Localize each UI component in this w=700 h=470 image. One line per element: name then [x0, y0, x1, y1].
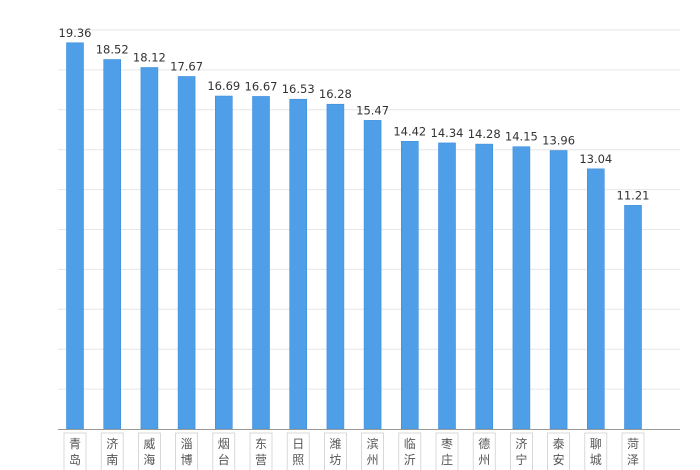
value-label: 14.42 [393, 124, 426, 138]
bar [252, 96, 270, 430]
bar [103, 59, 121, 430]
value-label: 16.53 [282, 82, 315, 96]
category-label-box [100, 432, 124, 470]
bar [624, 205, 642, 430]
category-label: 枣庄 [441, 437, 453, 467]
category-label-box [286, 432, 310, 470]
value-label: 14.34 [431, 126, 464, 140]
bar [326, 103, 345, 430]
bar [438, 142, 456, 430]
bar [512, 146, 531, 430]
category-label-box [137, 432, 161, 470]
bar [363, 120, 382, 430]
category-label: 聊城 [590, 437, 602, 467]
value-label: 14.15 [505, 130, 538, 144]
bar [215, 95, 233, 430]
category-label: 日照 [292, 437, 304, 467]
value-labels: 19.36 18.52 18.12 17.67 16.69 16.67 16.53 16.28… [59, 26, 650, 203]
category-label: 青岛 [69, 437, 81, 467]
category-label-box [398, 432, 422, 470]
bar [140, 67, 159, 430]
value-label: 18.12 [133, 51, 166, 65]
category-label: 威海 [143, 437, 155, 467]
category-label-box [323, 432, 347, 470]
bar-series [66, 42, 642, 430]
value-label: 14.28 [468, 127, 501, 141]
category-label-box [249, 432, 273, 470]
category-label: 德州 [478, 436, 490, 467]
bar [475, 143, 494, 430]
category-label: 烟台 [218, 437, 230, 467]
value-label: 18.52 [96, 43, 129, 57]
value-label: 15.47 [356, 103, 389, 117]
category-label-box [472, 432, 496, 470]
value-label: 11.21 [617, 188, 650, 202]
category-label: 临沂 [404, 437, 416, 467]
category-label: 菏泽 [627, 437, 639, 467]
value-label: 19.36 [59, 26, 92, 40]
bar [177, 76, 196, 430]
bar [289, 98, 308, 430]
category-label-box [175, 432, 199, 470]
category-label-box [63, 432, 87, 470]
value-label: 13.96 [542, 133, 575, 147]
bar [400, 141, 419, 430]
bar [549, 150, 568, 430]
category-label-box [621, 432, 645, 470]
bar [586, 168, 605, 430]
value-label: 16.67 [245, 79, 278, 93]
category-label: 泰安 [553, 437, 565, 467]
value-label: 16.69 [207, 79, 240, 93]
category-label-box [212, 432, 236, 470]
value-label: 17.67 [170, 59, 203, 73]
category-label: 东营 [255, 437, 267, 467]
category-label-box [584, 432, 608, 470]
category-label: 潍坊 [329, 437, 341, 467]
category-label: 淄博 [181, 437, 193, 467]
category-label: 济南 [106, 436, 118, 467]
value-label: 13.04 [579, 152, 612, 166]
category-label-box [509, 432, 533, 470]
value-label: 16.28 [319, 87, 352, 101]
category-label: 济宁 [515, 436, 527, 467]
category-label: 滨州 [367, 436, 379, 467]
category-label-box [547, 432, 570, 470]
bar [66, 42, 84, 430]
category-label-box [435, 432, 459, 470]
category-label-box [361, 432, 385, 470]
